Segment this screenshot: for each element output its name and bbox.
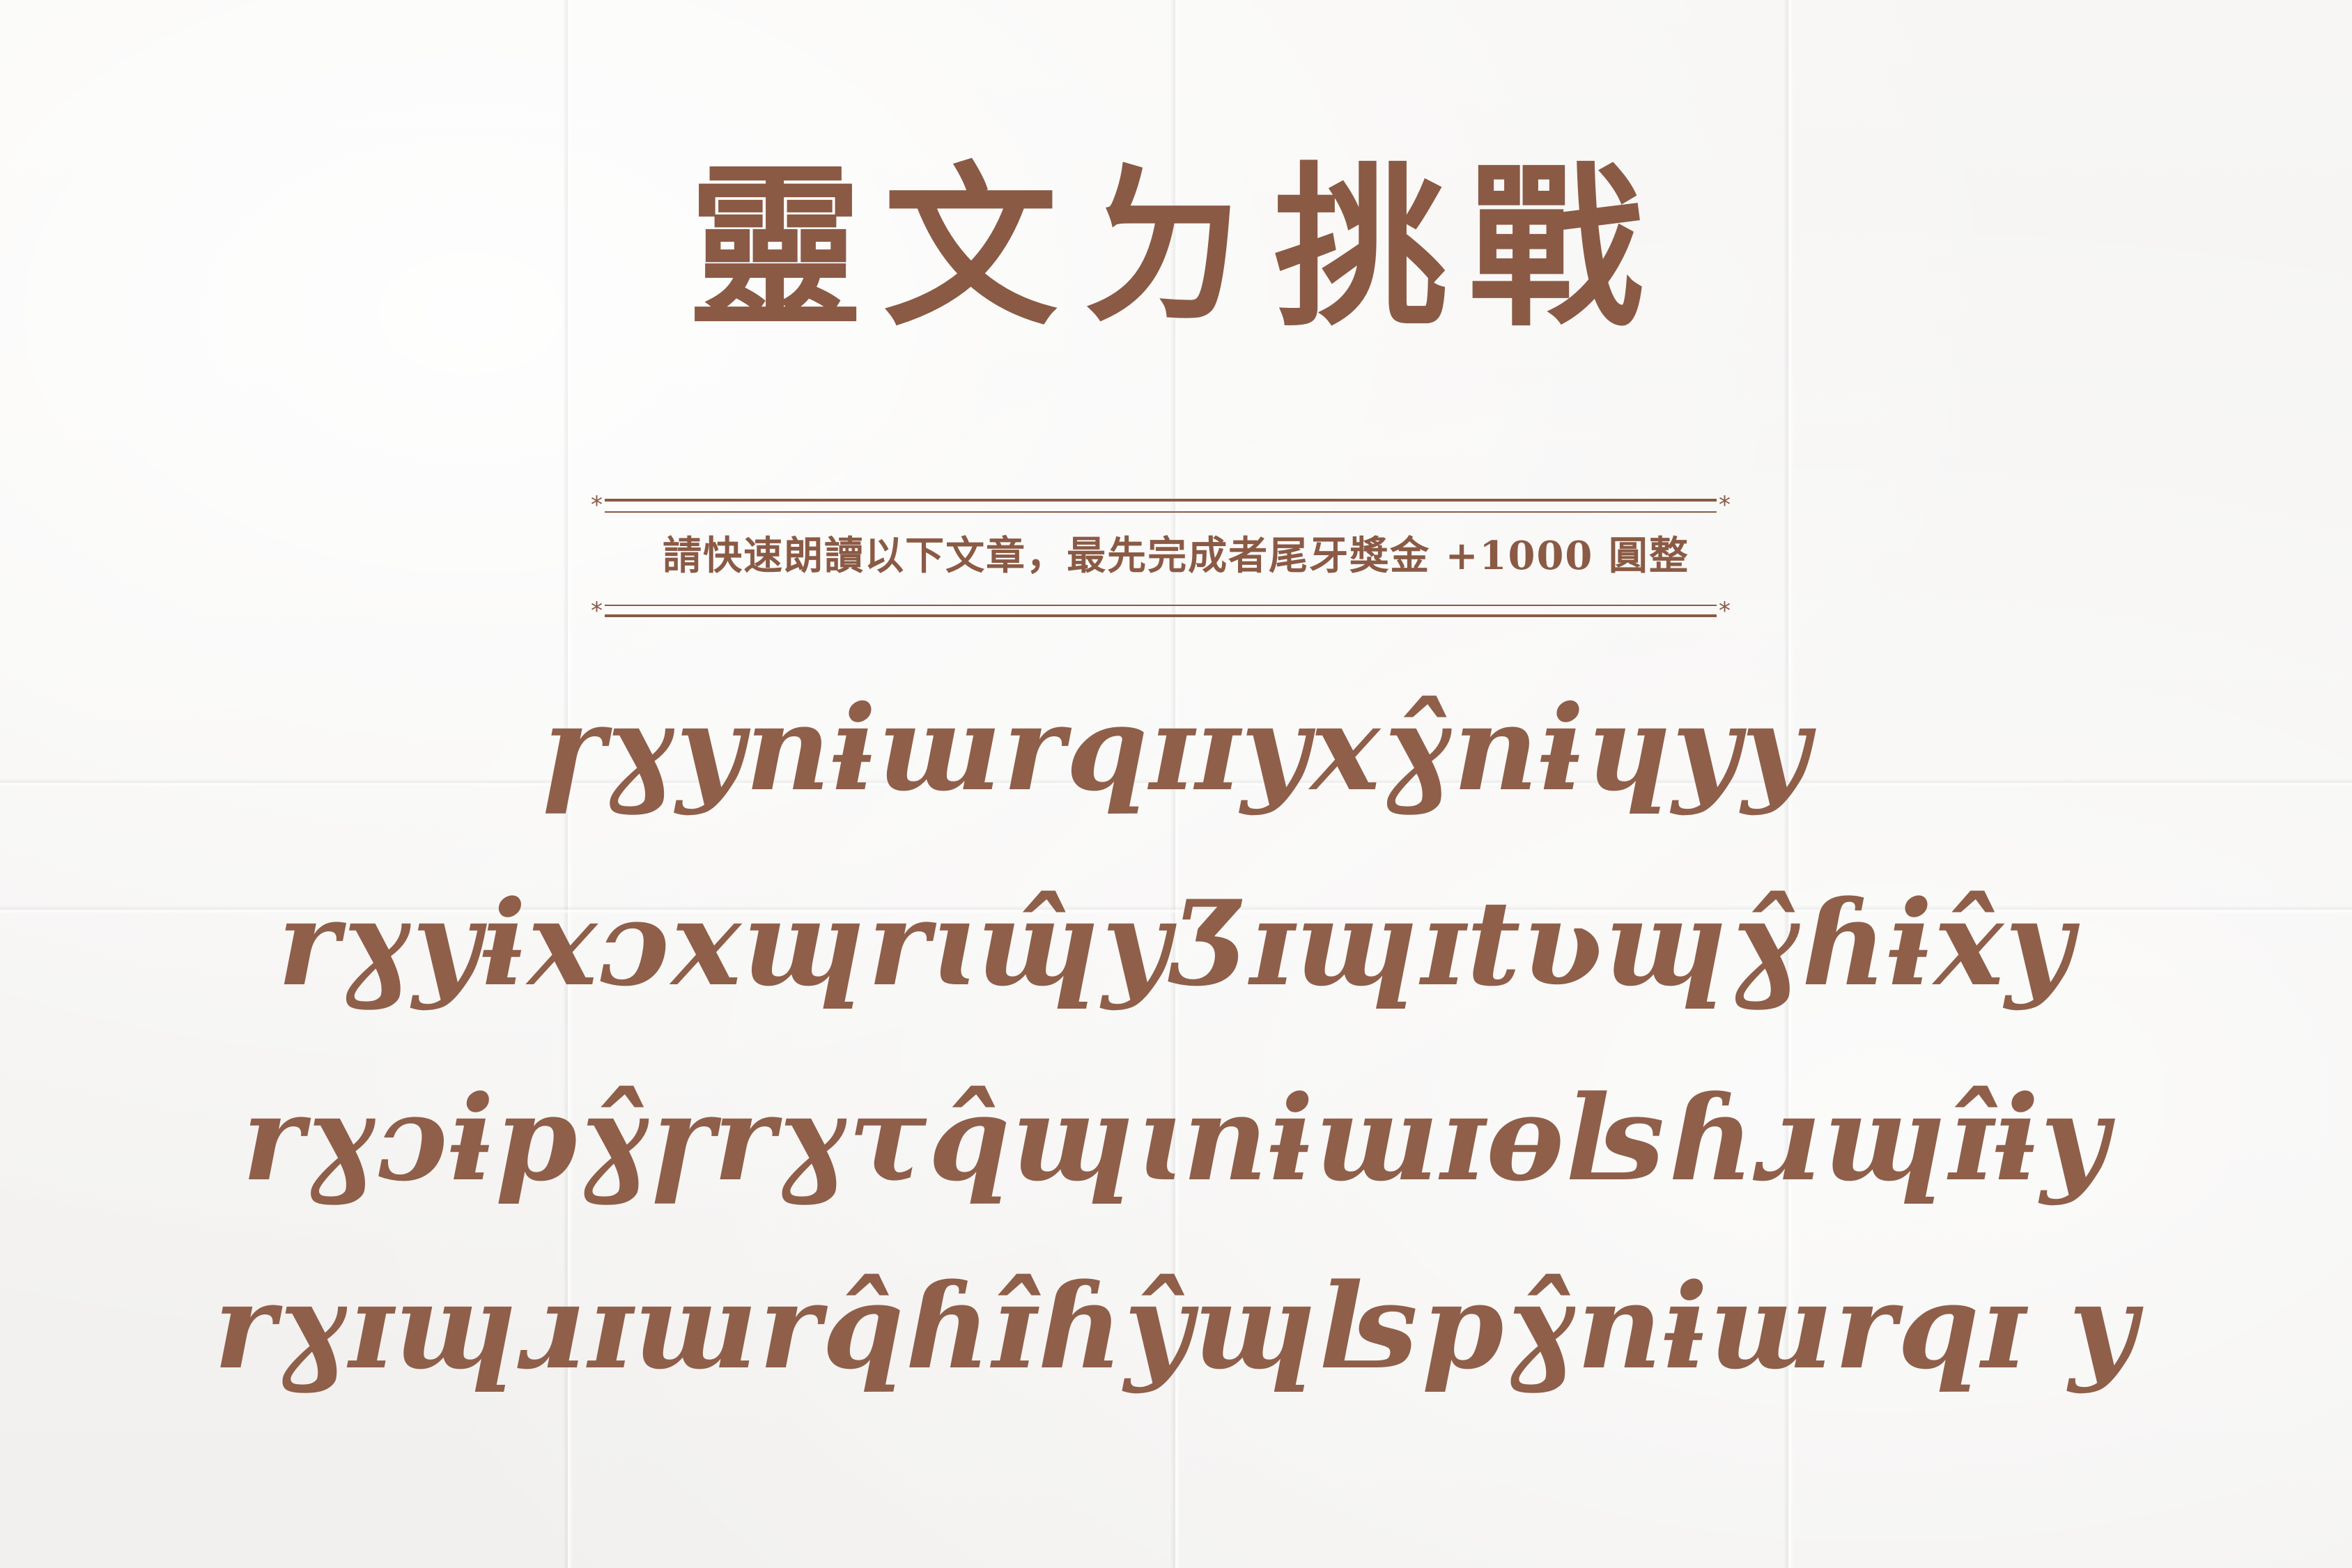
script-line: rɣɔɨpɣ̂ɼrɣτq̂ɰɩnɨɯɪɵʪɦɹɰɪ̂ɨy [242,1069,2110,1207]
script-line: rɣɪɰɹɪɯrq̂ɦɪ̂ɦŷɰʪpɣ̂nɨɯrqɪ y [213,1257,2139,1395]
poster-title: 靈文ㄉ挑戰 [688,145,1664,350]
bottom-rule: * * [591,592,1731,634]
ornament-star-icon: * [591,491,603,519]
divider [605,605,1717,606]
script-line: ɼɣynɨɯrqɪɪyxɣ̂nɨɥyy [541,679,1811,817]
poster-subtitle: 請快速朗讀以下文章，最先完成者尾牙獎金 +1000 圓整 [663,533,1689,579]
ornament-star-icon: * [1719,597,1731,625]
divider [605,511,1717,513]
top-rule: * * [591,488,1731,529]
ornament-star-icon: * [591,597,603,625]
ornament-star-icon: * [1719,491,1731,519]
divider [605,614,1717,617]
script-line: rɣyɨxɔxɰrɩɰ̂yƷɪɰɪtʋɰɣ̂ɦɨx̂y [277,874,2075,1012]
divider [605,499,1717,502]
